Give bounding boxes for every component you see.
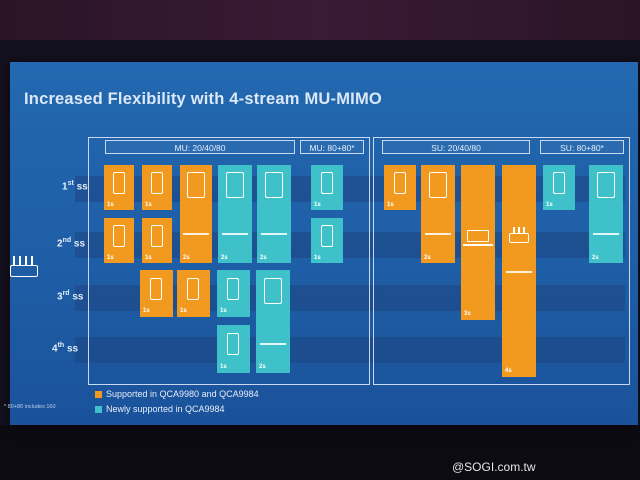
footnote: * 80+80 includes 160	[4, 404, 56, 410]
stream-label: 1s	[220, 308, 227, 314]
watermark: @SOGI.com.tw	[452, 460, 536, 474]
su-section-box	[373, 137, 630, 385]
legend-item-teal: Newly supported in QCA9984	[95, 404, 225, 414]
stream-label: 2s	[592, 255, 599, 261]
router-icon	[10, 256, 38, 277]
tablet-icon	[265, 172, 283, 198]
background-top	[0, 0, 640, 40]
legend-item-orange: Supported in QCA9980 and QCA9984	[95, 389, 259, 399]
stream-label: 3s	[464, 311, 471, 317]
stream-label: 2s	[221, 255, 228, 261]
progress-line	[506, 271, 532, 273]
stream-label: 1s	[145, 255, 152, 261]
row-label-2: 2nd ss	[57, 237, 86, 250]
progress-line	[425, 233, 451, 235]
legend-text: Newly supported in QCA9984	[106, 404, 225, 414]
bar-mu-r3-c	[217, 270, 250, 317]
row-label-1: 1st ss	[62, 180, 88, 193]
phone-icon	[227, 333, 239, 355]
legend-swatch-teal	[95, 405, 102, 413]
tablet-icon	[429, 172, 447, 198]
stream-label: 1s	[145, 202, 152, 208]
phone-icon	[321, 225, 333, 247]
stream-label: 1s	[143, 308, 150, 314]
progress-line	[261, 233, 287, 235]
col-header-mu-80-80: MU: 80+80*	[300, 140, 364, 154]
phone-icon	[151, 225, 163, 247]
bar-mu-c5-a	[257, 165, 291, 263]
phone-icon	[113, 225, 125, 247]
stream-label: 1s	[107, 202, 114, 208]
bar-su8080-2s	[589, 165, 623, 263]
progress-line	[260, 343, 286, 345]
stream-label: 1s	[546, 202, 553, 208]
progress-line	[183, 233, 209, 235]
col-header-su-80-80: SU: 80+80*	[540, 140, 624, 154]
tablet-icon	[187, 172, 205, 198]
progress-line	[222, 233, 248, 235]
row-label-4: 4th ss	[52, 342, 79, 355]
bar-mu-c3-a	[180, 165, 212, 263]
tablet-icon	[264, 278, 282, 304]
stream-label: 1s	[314, 255, 321, 261]
row-label-3: 3rd ss	[57, 290, 84, 303]
stream-label: 2s	[424, 255, 431, 261]
phone-icon	[187, 278, 199, 300]
phone-icon	[394, 172, 406, 194]
legend-text: Supported in QCA9980 and QCA9984	[106, 389, 259, 399]
stream-label: 2s	[260, 255, 267, 261]
bar-mu-r3-a	[140, 270, 173, 317]
phone-icon	[227, 278, 239, 300]
laptop-icon	[463, 230, 493, 246]
stream-label: 1s	[220, 364, 227, 370]
phone-icon	[553, 172, 565, 194]
bar-su-3s	[461, 165, 495, 320]
stream-label: 1s	[387, 202, 394, 208]
bar-mu-r34-a	[256, 270, 290, 373]
phone-icon	[151, 172, 163, 194]
slide-title: Increased Flexibility with 4-stream MU-M…	[24, 90, 382, 108]
access-point-icon	[509, 227, 529, 243]
stream-label: 4s	[505, 368, 512, 374]
phone-icon	[321, 172, 333, 194]
phone-icon	[150, 278, 162, 300]
background-bottom	[0, 425, 640, 480]
bar-mu-r3-b	[177, 270, 210, 317]
tablet-icon	[597, 172, 615, 198]
stream-label: 1s	[107, 255, 114, 261]
stream-label: 1s	[314, 202, 321, 208]
progress-line	[593, 233, 619, 235]
tablet-icon	[226, 172, 244, 198]
stream-label: 2s	[183, 255, 190, 261]
stream-label: 2s	[259, 364, 266, 370]
stream-label: 1s	[180, 308, 187, 314]
col-header-su-20-40-80: SU: 20/40/80	[382, 140, 530, 154]
phone-icon	[113, 172, 125, 194]
bar-mu-c4-a	[218, 165, 252, 263]
bar-su-2s	[421, 165, 455, 263]
col-header-mu-20-40-80: MU: 20/40/80	[105, 140, 295, 154]
mu-section-box	[88, 137, 370, 385]
legend-swatch-orange	[95, 390, 102, 398]
